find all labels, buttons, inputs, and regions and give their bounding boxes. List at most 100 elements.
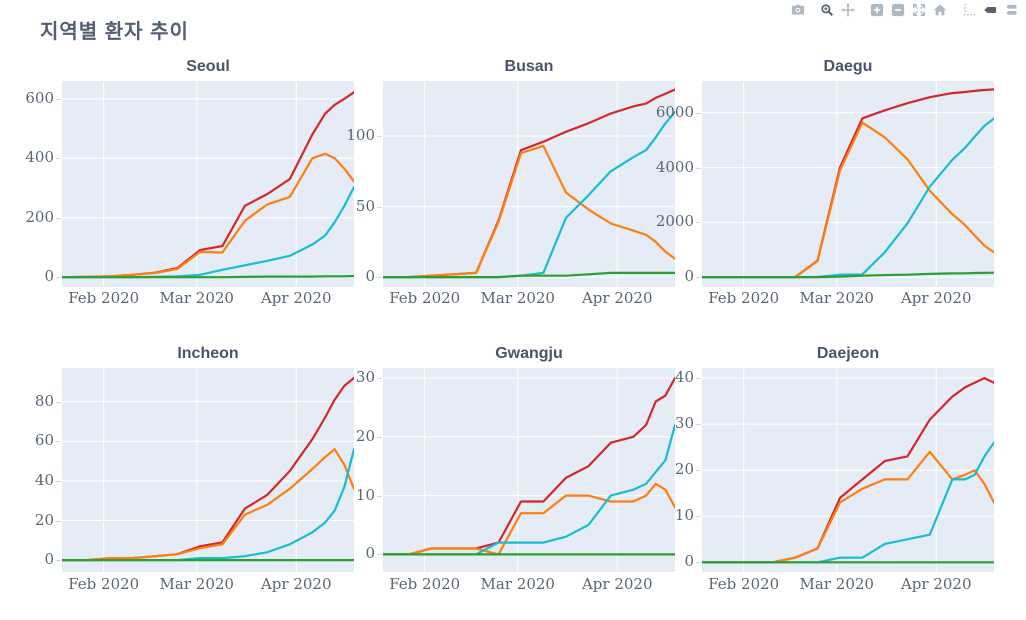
y-tick-mark xyxy=(56,98,61,100)
series-line-orange xyxy=(383,144,675,279)
y-tick-label: 30 xyxy=(674,414,694,433)
camera-icon[interactable] xyxy=(791,3,805,17)
x-tick-label: Apr 2020 xyxy=(260,575,332,593)
y-tick-mark xyxy=(56,158,61,160)
y-tick-label: 4000 xyxy=(655,157,694,176)
y-tick-mark xyxy=(56,217,61,219)
x-tick-label: Feb 2020 xyxy=(68,289,140,307)
spikelines-icon[interactable] xyxy=(962,3,976,17)
subplot-title-daejeon: Daejeon xyxy=(816,345,880,362)
plot-area-daejeon[interactable] xyxy=(702,368,994,572)
autoscale-icon[interactable] xyxy=(912,3,926,17)
y-tick-mark xyxy=(56,401,61,403)
y-tick-label: 0 xyxy=(44,550,54,569)
y-tick-label: 200 xyxy=(25,207,54,226)
y-tick-label: 0 xyxy=(365,267,375,286)
y-tick-label: 100 xyxy=(346,126,375,145)
y-tick-mark xyxy=(377,436,382,438)
x-tick-label: Apr 2020 xyxy=(900,575,972,593)
subplot-title-busan: Busan xyxy=(504,58,554,75)
y-tick-label: 0 xyxy=(44,267,54,286)
modebar xyxy=(784,3,1018,17)
x-tick-label: Mar 2020 xyxy=(799,575,874,593)
zoom-in-icon[interactable] xyxy=(870,3,884,17)
x-tick-label: Apr 2020 xyxy=(581,289,653,307)
subplot-title-seoul: Seoul xyxy=(186,58,230,75)
subplot-title-gwangju: Gwangju xyxy=(495,345,563,362)
y-tick-mark xyxy=(56,480,61,482)
x-tick-label: Apr 2020 xyxy=(581,575,653,593)
page-title: 지역별 환자 추이 xyxy=(40,21,189,43)
y-tick-label: 2000 xyxy=(655,212,694,231)
zoom-icon[interactable] xyxy=(820,3,834,17)
y-tick-label: 20 xyxy=(355,426,375,445)
x-tick-label: Feb 2020 xyxy=(708,289,780,307)
x-tick-label: Mar 2020 xyxy=(159,575,234,593)
plot-area-gwangju[interactable] xyxy=(383,368,675,572)
x-tick-label: Mar 2020 xyxy=(480,289,555,307)
x-tick-label: Mar 2020 xyxy=(480,575,555,593)
series-line-orange xyxy=(383,482,675,556)
y-tick-label: 6000 xyxy=(655,102,694,121)
y-tick-mark xyxy=(377,277,382,279)
y-tick-mark xyxy=(56,441,61,443)
plot-area-seoul[interactable] xyxy=(62,81,354,287)
x-tick-label: Apr 2020 xyxy=(900,289,972,307)
y-tick-label: 10 xyxy=(355,485,375,504)
series-line-orange xyxy=(62,448,354,562)
x-tick-label: Mar 2020 xyxy=(159,289,234,307)
y-tick-label: 30 xyxy=(355,367,375,386)
y-tick-mark xyxy=(377,206,382,208)
y-tick-label: 0 xyxy=(684,267,694,286)
series-line-orange xyxy=(62,152,354,279)
y-tick-mark xyxy=(696,222,701,224)
subplot-title-incheon: Incheon xyxy=(177,345,239,362)
y-tick-mark xyxy=(696,470,701,472)
y-tick-label: 40 xyxy=(674,368,694,387)
series-line-green xyxy=(383,271,675,279)
x-tick-label: Feb 2020 xyxy=(68,575,140,593)
x-tick-label: Apr 2020 xyxy=(260,289,332,307)
y-tick-mark xyxy=(377,136,382,138)
plot-area-busan[interactable] xyxy=(383,81,675,287)
y-tick-mark xyxy=(56,277,61,279)
x-tick-label: Feb 2020 xyxy=(389,575,461,593)
y-tick-mark xyxy=(696,562,701,564)
y-tick-label: 80 xyxy=(34,391,54,410)
y-tick-label: 60 xyxy=(34,431,54,450)
y-tick-mark xyxy=(56,520,61,522)
y-tick-label: 400 xyxy=(25,148,54,167)
y-tick-mark xyxy=(696,112,701,114)
y-tick-label: 50 xyxy=(355,196,375,215)
y-tick-label: 40 xyxy=(34,470,54,489)
y-tick-label: 0 xyxy=(684,552,694,571)
x-tick-label: Feb 2020 xyxy=(389,289,461,307)
series-line-green xyxy=(62,274,354,279)
subplot-title-daegu: Daegu xyxy=(823,58,873,75)
plot-area-daegu[interactable] xyxy=(702,81,994,287)
hover-closest-icon[interactable] xyxy=(983,3,997,17)
y-tick-mark xyxy=(696,167,701,169)
y-tick-mark xyxy=(696,424,701,426)
x-tick-label: Mar 2020 xyxy=(799,289,874,307)
y-tick-mark xyxy=(56,560,61,562)
gridlines xyxy=(383,81,675,287)
x-tick-label: Feb 2020 xyxy=(708,575,780,593)
pan-icon[interactable] xyxy=(841,3,855,17)
y-tick-mark xyxy=(696,516,701,518)
y-tick-mark xyxy=(377,554,382,556)
zoom-out-icon[interactable] xyxy=(891,3,905,17)
y-tick-label: 0 xyxy=(365,544,375,563)
plot-area-incheon[interactable] xyxy=(62,368,354,572)
y-tick-label: 10 xyxy=(674,506,694,525)
y-tick-mark xyxy=(696,277,701,279)
reset-axes-home-icon[interactable] xyxy=(933,3,947,17)
y-tick-mark xyxy=(377,377,382,379)
y-tick-label: 600 xyxy=(25,88,54,107)
hover-compare-icon[interactable] xyxy=(1004,3,1018,17)
y-tick-mark xyxy=(377,495,382,497)
y-tick-mark xyxy=(696,378,701,380)
series-line-green xyxy=(702,271,994,279)
y-tick-label: 20 xyxy=(34,510,54,529)
